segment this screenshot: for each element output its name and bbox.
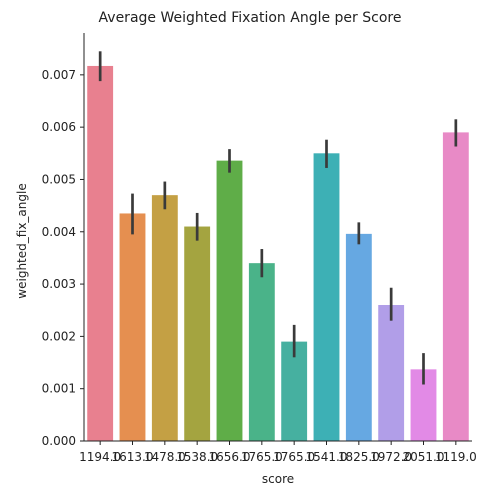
y-tick-label-3: 0.002 [42, 329, 76, 343]
y-axis: 0.000 0.001 0.002 0.003 0.004 0.005 0.006 0.007 [42, 33, 85, 448]
y-tick-label-1: 0.000 [42, 434, 76, 448]
x-axis-label: score [262, 472, 294, 486]
x-tick-label-5: 1656.0 [209, 450, 251, 464]
x-tick-label-4: 1538.0 [176, 450, 218, 464]
y-tick-label-7: 0.006 [42, 120, 76, 134]
x-tick-label-3: 1478.0 [144, 450, 186, 464]
x-tick-label-10: 1972.0 [370, 450, 412, 464]
x-tick-label-1: 1194.0 [79, 450, 121, 464]
x-tick-label-6: 1765.0 [241, 450, 283, 464]
x-tick-label-11: 2051.0 [403, 450, 445, 464]
x-tick-label-7: 1765.0 [273, 450, 315, 464]
bar-5 [216, 160, 243, 441]
bar-4 [184, 226, 211, 441]
bar-10 [378, 305, 405, 441]
x-axis: 1194.01613.01478.01538.01656.01765.01765… [79, 440, 477, 464]
x-tick-label-12: 1119.0 [435, 450, 477, 464]
bar-8 [313, 153, 340, 442]
y-tick-label-4: 0.003 [42, 277, 76, 291]
bar-1 [87, 65, 114, 441]
y-tick-label-5: 0.004 [42, 225, 76, 239]
y-tick-label-8: 0.007 [42, 68, 76, 82]
bars-group [87, 65, 469, 442]
bar-6 [248, 263, 275, 441]
bar-2 [119, 213, 146, 441]
chart-title: Average Weighted Fixation Angle per Scor… [99, 10, 402, 26]
x-tick-label-9: 1825.0 [338, 450, 380, 464]
y-tick-label-2: 0.001 [42, 382, 76, 396]
bar-7 [281, 341, 308, 441]
y-tick-label-6: 0.005 [42, 172, 76, 186]
bar-12 [442, 132, 469, 441]
bar-9 [345, 233, 372, 441]
x-tick-label-2: 1613.0 [112, 450, 154, 464]
bar-3 [151, 195, 178, 441]
y-axis-label: weighted_fix_angle [15, 183, 29, 298]
x-tick-label-8: 1541.0 [306, 450, 348, 464]
error-bars-group [98, 51, 458, 385]
